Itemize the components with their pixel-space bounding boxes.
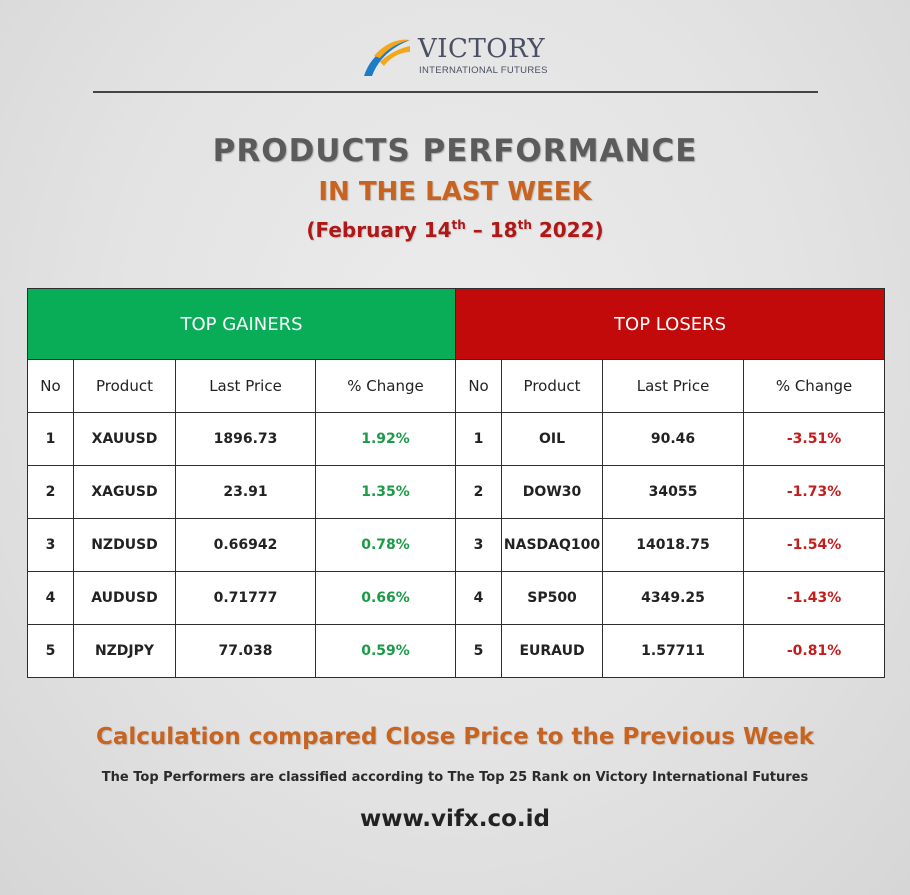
loser-product: DOW30 (501, 465, 604, 519)
performance-table: TOP GAINERS TOP LOSERS No Product Last P… (26, 288, 886, 678)
header-divider (93, 91, 818, 93)
date-range: (February 14th – 18th 2022) (0, 218, 910, 242)
gainer-product: NZDJPY (73, 624, 176, 678)
loser-change: -3.51% (743, 412, 886, 466)
gainer-change: 0.66% (314, 571, 457, 625)
loser-last-price: 14018.75 (602, 518, 745, 572)
gainer-change: 0.78% (314, 518, 457, 572)
gainer-last-price: 1896.73 (175, 412, 316, 466)
gainer-no: 3 (27, 518, 74, 572)
website-link[interactable]: www.vifx.co.id (360, 806, 550, 832)
col-no-losers: No (455, 359, 503, 413)
brand-name: VICTORY (418, 34, 546, 64)
col-product-gainers: Product (73, 359, 176, 413)
gainer-no: 5 (27, 624, 74, 678)
gainer-no: 4 (27, 571, 74, 625)
gainer-no: 1 (27, 412, 74, 466)
table-row: 3 NZDUSD 0.66942 0.78% 3 NASDAQ100 14018… (27, 518, 886, 572)
loser-product: OIL (501, 412, 604, 466)
gainer-product: NZDUSD (73, 518, 176, 572)
gainer-product: XAGUSD (73, 465, 176, 519)
loser-last-price: 34055 (602, 465, 745, 519)
loser-no: 2 (455, 465, 503, 519)
loser-last-price: 4349.25 (602, 571, 745, 625)
loser-no: 5 (455, 624, 503, 678)
loser-no: 3 (455, 518, 503, 572)
gainer-change: 1.92% (314, 412, 457, 466)
table-row: 4 AUDUSD 0.71777 0.66% 4 SP500 4349.25 -… (27, 571, 886, 625)
gainer-no: 2 (27, 465, 74, 519)
page-subtitle: IN THE LAST WEEK (318, 177, 592, 207)
gainer-last-price: 0.71777 (175, 571, 316, 625)
loser-product: EURAUD (501, 624, 604, 678)
table-row: 2 XAGUSD 23.91 1.35% 2 DOW30 34055 -1.73… (27, 465, 886, 519)
gainer-product: XAUUSD (73, 412, 176, 466)
col-no-gainers: No (27, 359, 74, 413)
top-losers-header: TOP LOSERS (455, 288, 886, 360)
col-last-price-losers: Last Price (602, 359, 745, 413)
col-change-losers: % Change (743, 359, 886, 413)
loser-last-price: 90.46 (602, 412, 745, 466)
classification-note: The Top Performers are classified accord… (101, 770, 809, 785)
gainer-last-price: 77.038 (175, 624, 316, 678)
col-product-losers: Product (501, 359, 604, 413)
victory-logo: VICTORY INTERNATIONAL FUTURES (360, 30, 560, 80)
loser-change: -1.54% (743, 518, 886, 572)
date-mid: – 18 (465, 218, 518, 242)
gainer-last-price: 23.91 (175, 465, 316, 519)
date-sup-2: th (517, 218, 532, 232)
brand-subtitle: INTERNATIONAL FUTURES (419, 65, 548, 76)
loser-change: -0.81% (743, 624, 886, 678)
loser-product: SP500 (501, 571, 604, 625)
victory-logo-icon (364, 39, 410, 76)
loser-last-price: 1.57711 (602, 624, 745, 678)
date-close: 2022) (531, 218, 604, 242)
loser-no: 4 (455, 571, 503, 625)
gainer-change: 1.35% (314, 465, 457, 519)
calculation-note: Calculation compared Close Price to the … (95, 724, 815, 750)
col-last-price-gainers: Last Price (175, 359, 316, 413)
col-change-gainers: % Change (314, 359, 457, 413)
gainer-change: 0.59% (314, 624, 457, 678)
table-row: 5 NZDJPY 77.038 0.59% 5 EURAUD 1.57711 -… (27, 624, 886, 678)
loser-change: -1.43% (743, 571, 886, 625)
date-open: (February 14 (306, 218, 452, 242)
loser-no: 1 (455, 412, 503, 466)
column-header-row: No Product Last Price % Change No Produc… (27, 359, 886, 413)
loser-product: NASDAQ100 (501, 518, 604, 572)
page-title: PRODUCTS PERFORMANCE (212, 133, 698, 169)
top-gainers-header: TOP GAINERS (26, 288, 457, 360)
loser-change: -1.73% (743, 465, 886, 519)
date-sup-1: th (451, 218, 466, 232)
table-row: 1 XAUUSD 1896.73 1.92% 1 OIL 90.46 -3.51… (27, 412, 886, 466)
gainer-last-price: 0.66942 (175, 518, 316, 572)
gainer-product: AUDUSD (73, 571, 176, 625)
